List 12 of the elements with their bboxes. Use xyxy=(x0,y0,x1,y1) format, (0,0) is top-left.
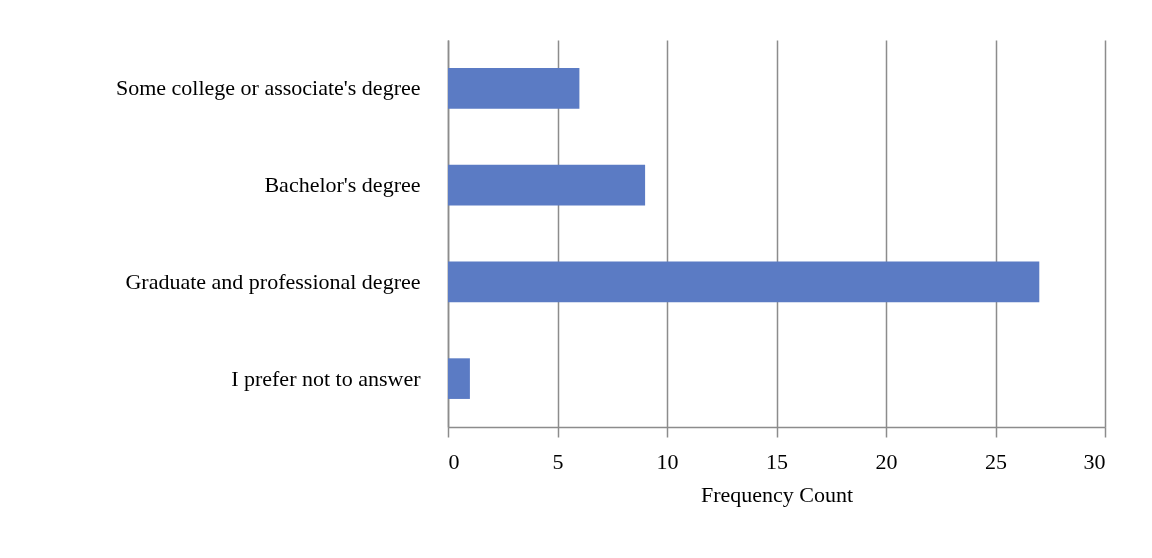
y-tick-label: Bachelor's degree xyxy=(264,172,421,198)
x-tick-label: 30 xyxy=(1083,448,1106,474)
x-tick-label: 10 xyxy=(656,448,679,474)
x-axis-title: Frequency Count xyxy=(700,481,854,507)
x-tick-label: 25 xyxy=(985,448,1007,474)
x-tick-label: 20 xyxy=(875,448,898,474)
y-tick-label: Graduate and professional degree xyxy=(125,268,421,294)
x-tick-label: 0 xyxy=(448,448,460,474)
x-tick-label: 5 xyxy=(552,448,564,474)
y-tick-label: I prefer not to answer xyxy=(231,365,422,391)
x-tick-label: 15 xyxy=(766,448,788,474)
y-tick-label: Some college or associate's degree xyxy=(115,75,421,101)
